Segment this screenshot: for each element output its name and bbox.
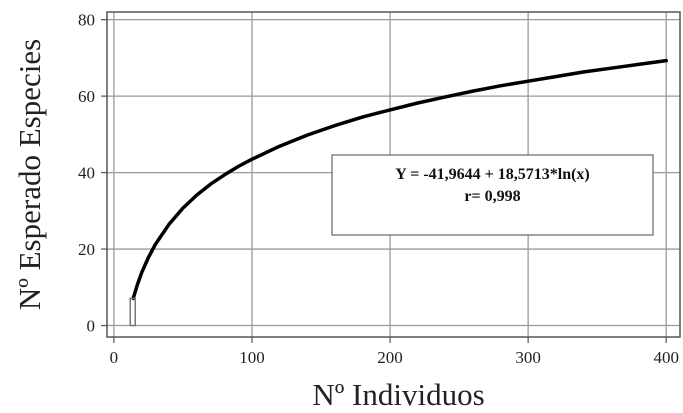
plot-frame <box>106 11 681 338</box>
x-tick-label: 300 <box>515 348 541 367</box>
y-tick-labels: 0 20 40 60 80 <box>78 11 95 336</box>
x-tick-label: 0 <box>110 348 119 367</box>
series-group <box>131 58 668 301</box>
equation-text: Y = -41,9644 + 18,5713*ln(x) <box>395 166 590 183</box>
equation-box-frame <box>331 154 654 236</box>
curve-start-marker <box>129 297 136 327</box>
y-tick-label: 60 <box>78 87 95 106</box>
y-tick-label: 40 <box>78 164 95 183</box>
x-tick-labels: 0 100 200 300 400 <box>110 348 679 367</box>
equation-box: Y = -41,9644 + 18,5713*ln(x) r= 0,998 <box>331 154 654 236</box>
correlation-text: r= 0,998 <box>464 188 520 205</box>
grid-lines <box>107 12 680 337</box>
y-axis-title: Nº Esperado Especies <box>12 39 47 310</box>
series-line <box>131 58 668 301</box>
y-tick-label: 0 <box>87 317 96 336</box>
x-axis-title: Nº Individuos <box>312 377 484 412</box>
x-tick-label: 100 <box>239 348 265 367</box>
x-tick-label: 400 <box>653 348 679 367</box>
y-tick-label: 20 <box>78 240 95 259</box>
y-tick-label: 80 <box>78 11 95 30</box>
tick-marks <box>101 19 667 343</box>
x-tick-label: 200 <box>377 348 403 367</box>
